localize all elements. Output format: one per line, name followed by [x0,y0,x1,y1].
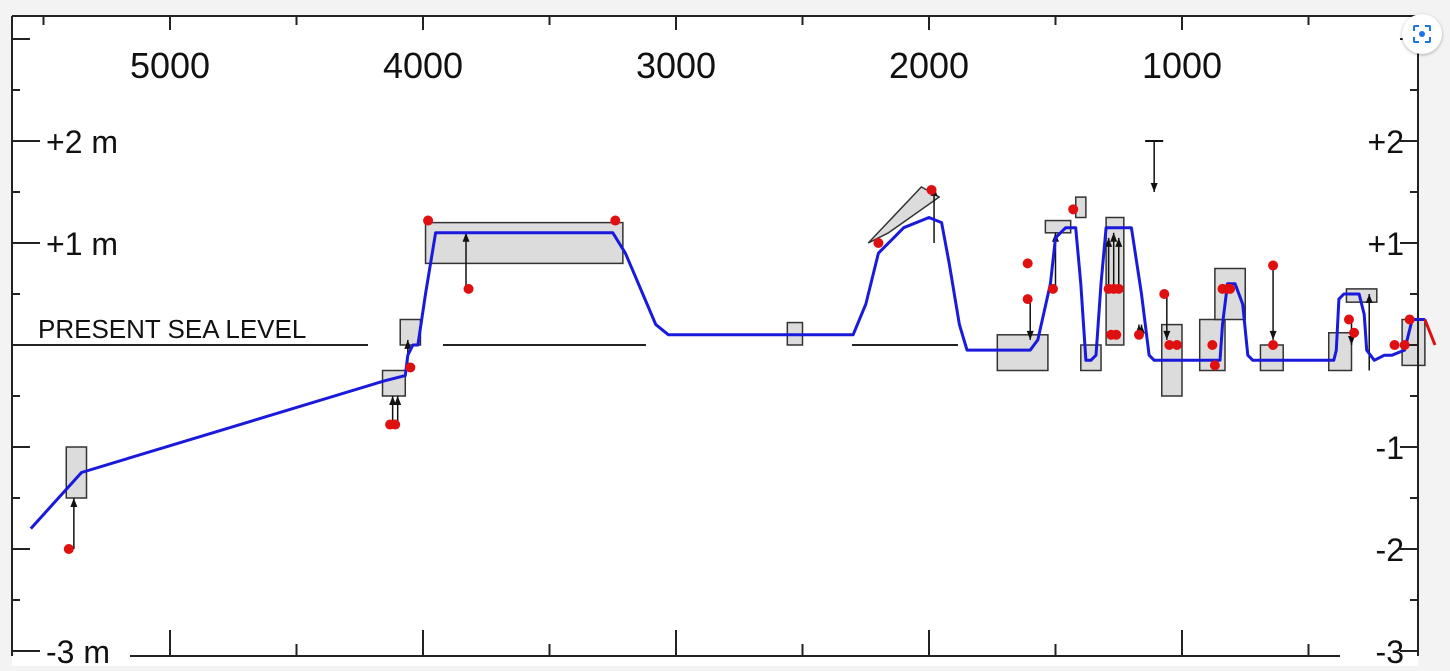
arrow-head [389,396,397,405]
lens-search-icon [1413,25,1431,43]
data-point [423,215,434,226]
y-tick-label-left: -3 m [46,634,110,670]
data-point [926,184,937,195]
arrow-head [394,396,402,405]
error-box [381,369,407,397]
data-point [1047,283,1058,294]
lens-search-button[interactable] [1402,14,1442,54]
data-point [1404,314,1415,325]
labels: 5000 4000 3000 2000 1000 +2 m +1 m -3 m +2 +1 -1 -2… [38,45,1404,670]
error-box [424,221,624,265]
y-tick-label-right: -2 [1376,532,1404,568]
sea-level-curve [29,216,1425,530]
plot-background [12,16,1418,666]
x-tick-label: 1000 [1142,45,1222,86]
data-point [390,419,401,430]
error-box [996,334,1049,372]
data-point [1113,283,1124,294]
axes [11,15,1419,657]
arrow-head [1269,330,1277,340]
data-point [1209,360,1220,371]
data-point [463,283,474,294]
present-sea-level-label: PRESENT SEA LEVEL [38,314,306,344]
data-point [63,544,74,554]
error-box [1327,332,1353,372]
data-point [610,215,621,226]
y-tick-label-right: -3 [1376,634,1404,670]
y-tick-label-right: -1 [1376,430,1404,466]
data-point [1389,340,1400,350]
arrow-head [462,232,470,242]
y-tick-label-left: +2 m [46,124,118,160]
arrow-head [1348,336,1356,345]
data-point [405,362,416,373]
data-point [1133,329,1144,340]
arrow-head [70,498,78,507]
arrow-head [404,339,412,349]
data-point [1343,314,1354,325]
recent-sea-level-curve [1423,318,1437,346]
x-tick-label: 4000 [383,45,463,86]
y-tick-label-left: +1 m [46,226,118,262]
data-point [873,238,884,248]
data-point [1207,340,1218,350]
data-point [1159,289,1170,299]
arrow-head [1365,294,1373,303]
y-tick-label-right: +2 [1368,124,1404,160]
data-point [1399,340,1410,350]
x-tick-label: 5000 [130,45,210,86]
sloped-error-box [867,185,941,244]
data-point [1022,258,1033,269]
data-point [1111,329,1122,340]
arrow-head [1115,237,1123,247]
data-point [1268,340,1279,350]
arrow-head [1026,330,1034,340]
data-point [1268,260,1279,271]
y-tick-label-right: +1 [1368,226,1404,262]
data-point [1349,327,1360,338]
arrow-head [1105,237,1113,247]
x-tick-label: 3000 [636,45,716,86]
error-box [1214,267,1247,321]
data-point [1022,294,1033,305]
arrow-head [1110,232,1118,242]
data-point [1068,204,1079,215]
x-tick-label: 2000 [889,45,969,86]
arrow-head [1150,183,1158,192]
series [29,216,1437,530]
data-points [63,184,1415,554]
arrow-head [1163,330,1171,340]
data-point [1225,283,1236,294]
data-point [1171,340,1182,350]
data-point [1164,340,1175,350]
